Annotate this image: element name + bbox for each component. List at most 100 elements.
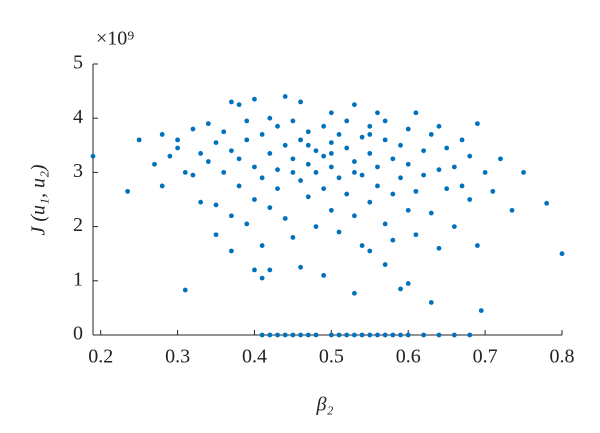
point	[305, 332, 311, 338]
point	[313, 224, 319, 230]
point	[282, 332, 288, 338]
x-tick-label: 0.6	[396, 346, 421, 368]
point	[259, 243, 265, 248]
point	[290, 332, 296, 338]
point	[367, 132, 373, 137]
point	[382, 332, 388, 338]
point	[213, 202, 219, 208]
point	[236, 183, 242, 189]
point	[436, 332, 442, 338]
point	[559, 251, 565, 257]
point	[413, 232, 419, 238]
point	[359, 332, 365, 338]
point	[382, 137, 388, 143]
point	[352, 290, 357, 296]
point	[451, 332, 457, 338]
point	[290, 156, 296, 162]
point	[282, 142, 288, 148]
y-tick-label: 2	[73, 214, 83, 236]
point	[328, 207, 334, 213]
point	[290, 118, 296, 124]
point	[259, 332, 265, 338]
point	[405, 281, 411, 286]
point	[159, 183, 165, 189]
point	[236, 156, 242, 162]
point	[182, 170, 188, 175]
point	[313, 170, 319, 175]
point	[321, 272, 327, 278]
point	[328, 140, 334, 145]
point	[467, 197, 473, 202]
point	[298, 264, 303, 270]
point	[390, 191, 396, 197]
x-tick-label: 0.3	[165, 346, 190, 368]
point	[90, 153, 96, 159]
point	[275, 332, 280, 338]
point	[305, 161, 311, 167]
point	[398, 332, 403, 338]
y-multiplier: ×10⁹	[96, 28, 134, 50]
point	[475, 121, 480, 127]
point	[367, 248, 373, 254]
y-axis-label: J (u₁, u₂)	[28, 164, 50, 235]
point	[413, 188, 419, 194]
point	[421, 172, 427, 178]
point	[167, 153, 173, 159]
point	[221, 170, 227, 175]
point	[221, 129, 227, 135]
point	[213, 232, 219, 238]
point	[375, 332, 380, 338]
point	[398, 286, 403, 292]
point	[267, 151, 273, 156]
x-tick-label: 0.7	[473, 346, 498, 368]
point	[259, 175, 265, 181]
point	[298, 332, 303, 338]
point	[267, 115, 273, 121]
point	[336, 229, 342, 235]
point	[344, 118, 350, 124]
point	[305, 142, 311, 148]
point	[359, 172, 365, 178]
point	[136, 137, 142, 143]
point	[252, 267, 257, 273]
point	[298, 99, 303, 105]
point	[428, 300, 434, 305]
point	[367, 199, 373, 205]
point	[228, 99, 234, 105]
point	[359, 134, 365, 140]
point	[267, 267, 273, 273]
point	[244, 221, 250, 227]
point	[509, 207, 515, 213]
point	[344, 332, 350, 338]
point	[328, 110, 334, 116]
point	[490, 188, 496, 194]
point	[321, 186, 327, 192]
point	[298, 178, 303, 183]
point	[405, 332, 411, 338]
point	[382, 221, 388, 227]
point	[259, 275, 265, 281]
x-axis-label: β₂	[316, 394, 334, 416]
point	[398, 142, 403, 148]
point	[190, 172, 196, 178]
point	[413, 110, 419, 116]
point	[175, 137, 180, 143]
point	[436, 245, 442, 251]
point	[328, 164, 334, 170]
point	[244, 118, 250, 124]
point	[459, 137, 465, 143]
point	[375, 110, 380, 116]
point	[336, 132, 342, 137]
point	[328, 151, 334, 156]
x-tick-label: 0.8	[550, 346, 575, 368]
point	[259, 132, 265, 137]
point	[467, 153, 473, 159]
point	[390, 332, 396, 338]
point	[436, 123, 442, 129]
point	[305, 194, 311, 200]
point	[444, 186, 450, 192]
point	[498, 156, 503, 162]
point	[236, 102, 242, 108]
